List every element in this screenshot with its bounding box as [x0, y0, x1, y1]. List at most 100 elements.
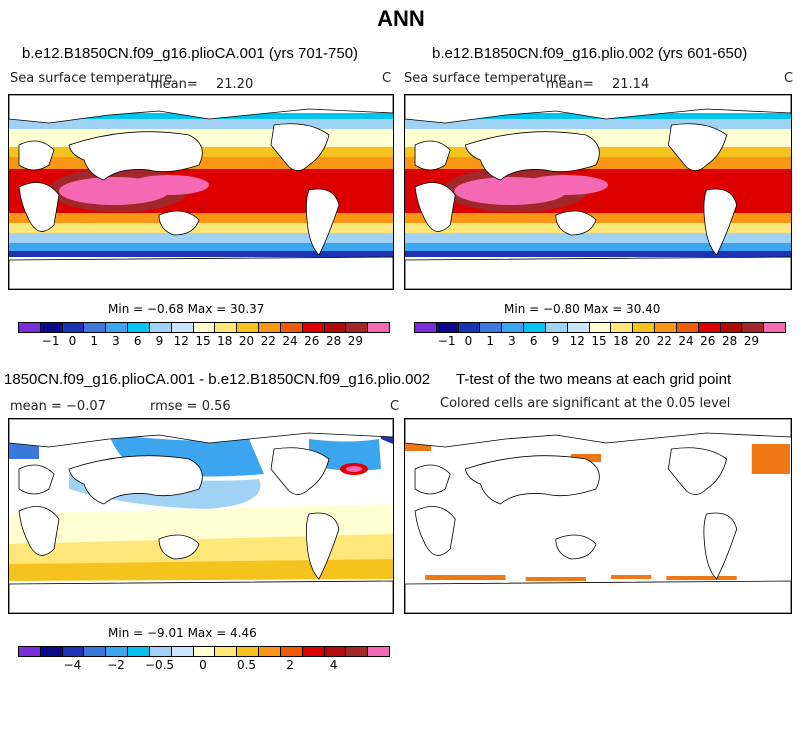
panel1-title: b.e12.B1850CN.f09_g16.plioCA.001 (yrs 70…: [22, 45, 359, 62]
panel2-mean-label: mean=: [546, 77, 594, 92]
colorbar-cell: [368, 647, 390, 656]
colorbar-cell: [62, 323, 85, 332]
colorbar-label: 15: [195, 334, 211, 348]
colorbar-label: 24: [282, 334, 298, 348]
colorbar-cell: [302, 323, 325, 332]
colorbar-cell: [415, 323, 437, 332]
colorbar-cell: [502, 323, 525, 332]
panel3-colorbar: [18, 646, 390, 657]
colorbar-label: −1: [41, 334, 60, 348]
colorbar-cell: [193, 647, 216, 656]
colorbar-label: 20: [634, 334, 651, 348]
colorbar-label: 0: [464, 334, 473, 348]
colorbar-label: 26: [304, 334, 320, 348]
panel3-units: C: [390, 399, 400, 414]
colorbar-cell: [302, 647, 325, 656]
colorbar-cell: [480, 323, 503, 332]
sig-patch: [611, 575, 652, 579]
panel1-map: [8, 94, 394, 290]
colorbar-label: −4: [63, 658, 82, 672]
colorbar-label: 1: [486, 334, 494, 348]
sig-patch: [751, 444, 790, 474]
colorbar-label: 1: [90, 334, 98, 348]
colorbar-cell: [149, 647, 172, 656]
colorbar-label: 12: [173, 334, 189, 348]
colorbar-label: 22: [260, 334, 276, 348]
panel2-colorbar: [414, 322, 786, 333]
colorbar-label: 0: [68, 334, 77, 348]
colorbar-label: 18: [217, 334, 233, 348]
colorbar-cell: [742, 323, 765, 332]
colorbar-label: 9: [155, 334, 164, 348]
panel3-title: 1850CN.f09_g16.plioCA.001 - b.e12.B1850C…: [4, 371, 431, 388]
panel2-map: [404, 94, 792, 290]
colorbar-label: 28: [325, 334, 342, 348]
colorbar-cell: [19, 323, 41, 332]
colorbar-label: 2: [286, 658, 294, 672]
colorbar-cell: [280, 647, 303, 656]
colorbar-cell: [128, 647, 150, 656]
colorbar-label: 22: [656, 334, 672, 348]
colorbar-label: 3: [508, 334, 516, 348]
colorbar-label: 24: [678, 334, 694, 348]
colorbar-cell: [655, 323, 677, 332]
panel1-colorbar-labels: −1 0 1 3 6 9 12 15 18 20 22 24 26 28 29: [18, 334, 388, 350]
panel4-subtitle: Colored cells are significant at the 0.0…: [440, 396, 731, 411]
colorbar-cell: [436, 323, 459, 332]
panel1-units: C: [382, 71, 392, 86]
colorbar-cell: [106, 647, 129, 656]
colorbar-label: 28: [721, 334, 738, 348]
colorbar-cell: [764, 323, 786, 332]
colorbar-cell: [720, 323, 743, 332]
colorbar-cell: [346, 323, 369, 332]
sst-map-1: [9, 95, 393, 289]
colorbar-cell: [259, 323, 281, 332]
colorbar-cell: [40, 647, 63, 656]
panel1-mean-label: mean=: [150, 77, 198, 92]
colorbar-label: 4: [329, 658, 338, 672]
panel1-colorbar: [18, 322, 390, 333]
colorbar-cell: [84, 323, 107, 332]
colorbar-label: 20: [238, 334, 255, 348]
colorbar-cell: [346, 647, 369, 656]
panel2-min-max: Min = −0.80 Max = 30.40: [504, 302, 661, 316]
colorbar-label: −0.5: [144, 658, 175, 672]
panel3-min-max: Min = −9.01 Max = 4.46: [108, 626, 257, 640]
ttest-map: [405, 419, 791, 613]
colorbar-label: 18: [613, 334, 629, 348]
colorbar-cell: [611, 323, 634, 332]
sig-patch: [570, 454, 602, 462]
colorbar-cell: [589, 323, 612, 332]
panel4-map: [404, 418, 792, 614]
colorbar-cell: [62, 647, 85, 656]
colorbar-label: 26: [700, 334, 716, 348]
colorbar-cell: [193, 323, 216, 332]
colorbar-cell: [368, 323, 390, 332]
panel4-title: T-test of the two means at each grid poi…: [456, 371, 732, 388]
panel2-field: Sea surface temperature: [404, 71, 567, 86]
panel3-mean: mean = −0.07: [10, 399, 106, 414]
sig-patch: [425, 575, 506, 580]
colorbar-cell: [324, 323, 347, 332]
panel3-map: [8, 418, 394, 614]
colorbar-cell: [19, 647, 41, 656]
panel2-title: b.e12.B1850CN.f09_g16.plio.002 (yrs 601-…: [432, 45, 748, 62]
colorbar-cell: [524, 323, 546, 332]
colorbar-cell: [237, 323, 260, 332]
sst-map-2: [405, 95, 791, 289]
diff-map: [9, 419, 393, 613]
colorbar-cell: [676, 323, 699, 332]
panel2-units: C: [784, 71, 794, 86]
colorbar-cell: [280, 323, 303, 332]
colorbar-label: 0.5: [236, 658, 257, 672]
colorbar-cell: [106, 323, 129, 332]
colorbar-label: 9: [551, 334, 560, 348]
colorbar-label: 12: [569, 334, 585, 348]
panel1-field: Sea surface temperature: [10, 71, 173, 86]
colorbar-label: 6: [133, 334, 142, 348]
colorbar-cell: [237, 647, 260, 656]
colorbar-cell: [259, 647, 281, 656]
colorbar-cell: [149, 323, 172, 332]
colorbar-label: 0: [199, 658, 207, 672]
colorbar-label: 29: [743, 334, 759, 348]
